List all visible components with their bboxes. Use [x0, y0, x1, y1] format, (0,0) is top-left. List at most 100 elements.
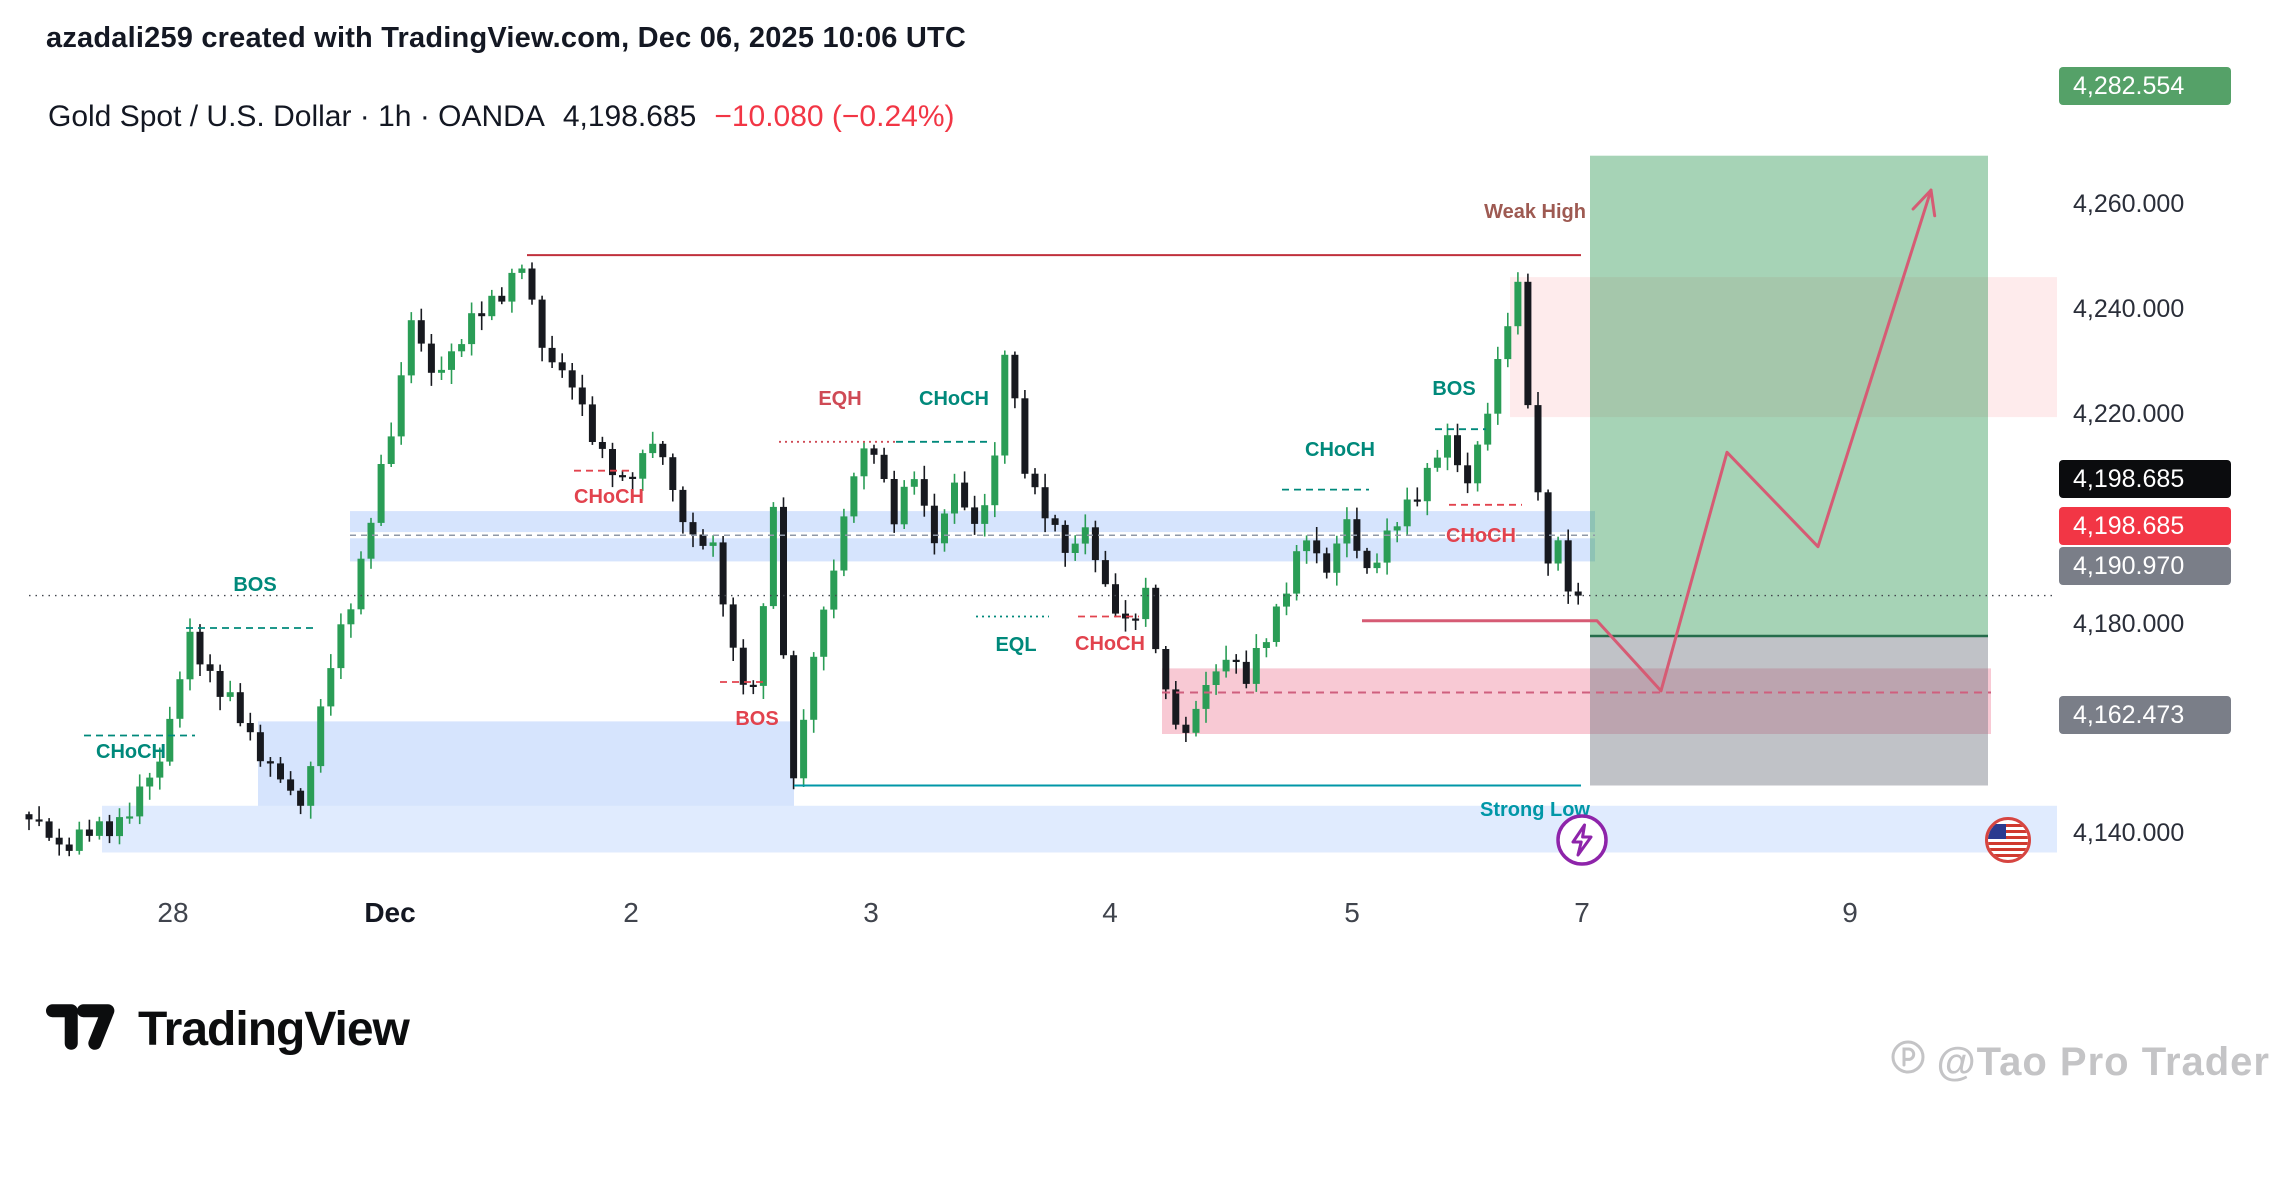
candle: [981, 493, 989, 537]
candle: [729, 597, 737, 661]
candle: [1433, 449, 1441, 472]
candle: [256, 724, 264, 767]
candle: [769, 502, 777, 609]
candle: [1222, 645, 1230, 678]
candle: [1051, 514, 1059, 532]
price-badge: 4,190.970: [2059, 547, 2231, 585]
candle: [629, 472, 637, 491]
candle: [820, 606, 828, 671]
candle: [920, 465, 928, 517]
candle: [196, 624, 204, 676]
candle: [649, 431, 657, 458]
candle: [508, 268, 516, 313]
price-axis[interactable]: 4,282.554 4,260.000 4,240.000 4,220.000 4,19…: [2059, 0, 2284, 1000]
candlestick-chart[interactable]: CHoCH BOS CHoCH EQH CHoCH BOS EQL CHoCH CHoCH BOS…: [0, 70, 2284, 1187]
chart-canvas[interactable]: CHoCH BOS CHoCH EQH CHoCH BOS EQL CHoCH CHoCH BOS…: [0, 70, 2284, 970]
candle: [246, 712, 254, 741]
candle: [417, 308, 425, 352]
candle: [498, 287, 506, 305]
candle: [397, 362, 405, 445]
candle: [1313, 527, 1321, 564]
candle: [55, 828, 63, 856]
candle: [910, 471, 918, 495]
annotation-choch: CHoCH: [574, 486, 644, 508]
candle: [850, 472, 858, 523]
candle: [1071, 535, 1079, 561]
candle: [95, 816, 103, 840]
candle: [1172, 681, 1180, 730]
candle: [941, 509, 948, 552]
candle: [367, 517, 375, 569]
candle: [25, 811, 33, 831]
candle: [186, 618, 194, 691]
candle: [458, 339, 466, 357]
annotation-choch: CHoCH: [1075, 633, 1145, 655]
candle: [1393, 522, 1401, 543]
candle: [1474, 441, 1482, 492]
candle: [1212, 664, 1220, 695]
candle: [236, 683, 244, 727]
candles: [25, 262, 1582, 857]
candle: [156, 747, 164, 790]
candle: [951, 473, 958, 524]
candle: [407, 312, 415, 384]
candle: [146, 772, 154, 800]
candle: [1464, 452, 1472, 494]
candle: [749, 680, 757, 695]
candle: [548, 335, 556, 368]
candle: [659, 441, 667, 465]
candle: [45, 818, 53, 841]
candle: [880, 447, 888, 483]
candle: [800, 709, 808, 787]
candle: [1564, 529, 1572, 604]
candle: [1333, 535, 1341, 586]
price-badge: 4,282.554: [2059, 67, 2231, 105]
candle: [528, 262, 536, 305]
candle: [1544, 489, 1552, 576]
candle: [438, 356, 445, 380]
candle: [1293, 545, 1301, 601]
candle: [1081, 514, 1089, 555]
candle: [991, 442, 999, 518]
annotation-choch: CHoCH: [1446, 525, 1516, 547]
supply-band-lower: [350, 538, 1595, 562]
candle: [35, 806, 43, 827]
candle: [578, 374, 586, 416]
tradingview-logo-icon: [46, 998, 116, 1061]
price-badge: 4,162.473: [2059, 696, 2231, 734]
candle: [780, 497, 787, 659]
candle: [639, 449, 647, 491]
candle: [1001, 350, 1009, 464]
price-tick-label: 4,240.000: [2073, 295, 2185, 323]
candle: [266, 757, 274, 777]
candle: [890, 470, 898, 533]
candle: [1262, 638, 1270, 658]
tradingview-footer: TradingView: [46, 998, 410, 1061]
price-tick-label: 4,140.000: [2073, 819, 2185, 847]
candle: [468, 302, 476, 356]
candle: [619, 470, 626, 481]
candle: [1091, 520, 1099, 573]
price-tick-label: 4,180.000: [2073, 610, 2185, 638]
candle: [830, 559, 838, 619]
projection-arrowhead: [1929, 188, 1937, 218]
candle: [971, 495, 979, 535]
candle: [1514, 272, 1522, 335]
candle: [1142, 577, 1150, 627]
candle: [1021, 390, 1029, 479]
candle: [739, 639, 747, 695]
candle: [337, 613, 345, 679]
candle: [1343, 507, 1351, 558]
candle: [1554, 536, 1562, 571]
candle: [1162, 646, 1170, 700]
candle: [347, 603, 355, 638]
us-flag-icon: [1984, 816, 2032, 869]
candle: [297, 788, 305, 815]
candle: [810, 652, 818, 733]
candle: [65, 837, 73, 857]
candle: [538, 295, 546, 362]
candle: [1444, 423, 1451, 471]
symbol-title: Gold Spot / U.S. Dollar · 1h · OANDA: [48, 100, 545, 133]
annotation-choch: CHoCH: [96, 741, 166, 763]
candle: [307, 761, 315, 819]
